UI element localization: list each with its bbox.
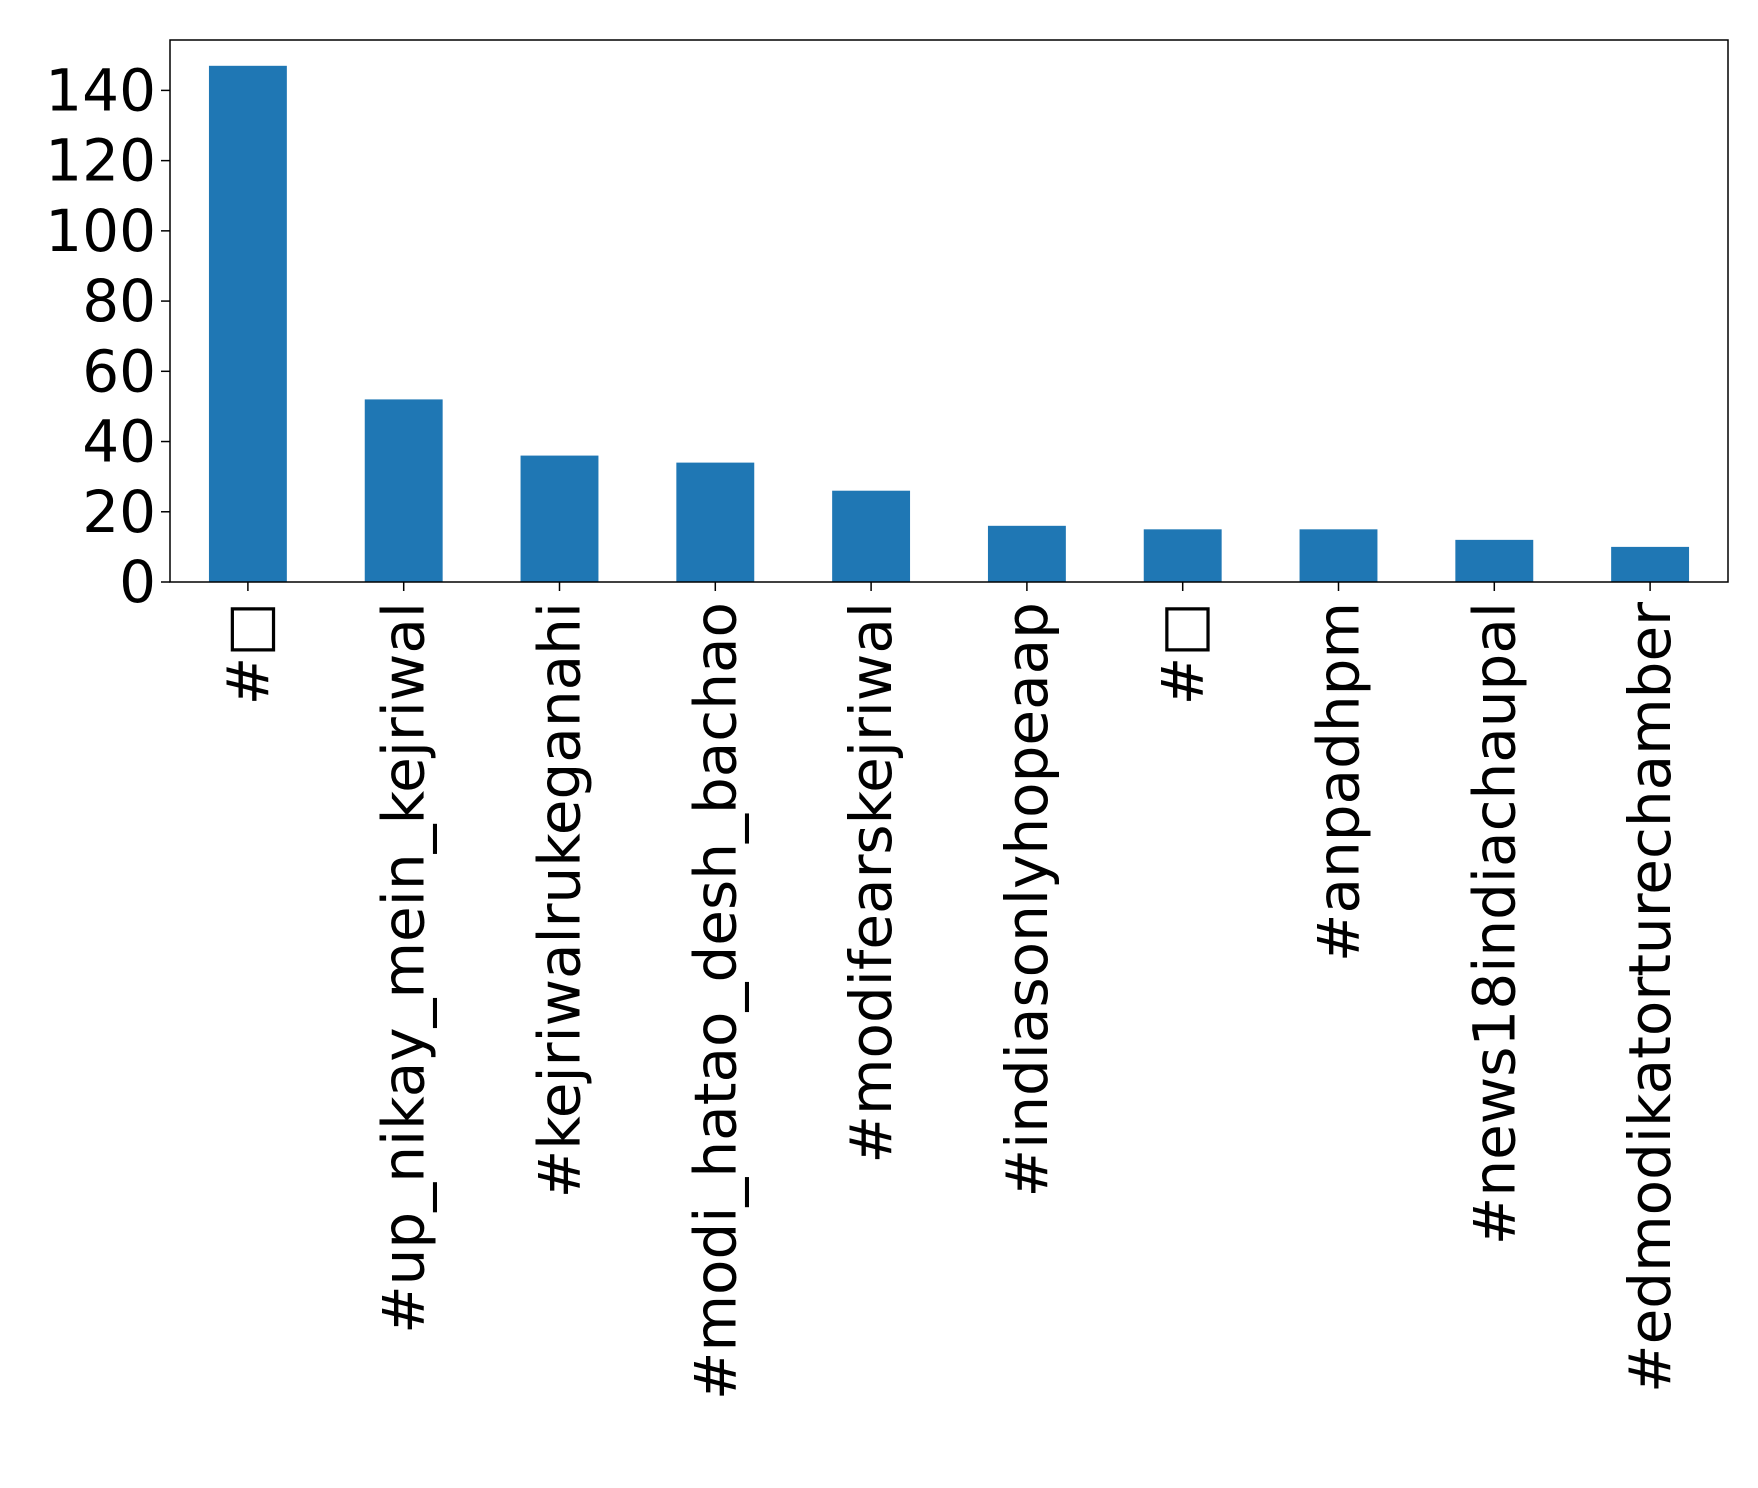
bar-2 — [520, 455, 599, 582]
x-tick-label-3: #modi_hatao_desh_bachao — [681, 602, 749, 1400]
x-tick-label-1: #up_nikay_mein_kejriwal — [370, 602, 438, 1334]
x-tick-label-8: #news18indiachaupal — [1460, 602, 1528, 1245]
bar-7 — [1299, 529, 1378, 582]
plot-frame — [169, 39, 1729, 583]
x-tick-label-9: #edmodikatorturechamber — [1616, 602, 1684, 1393]
x-tick-label-4: #modifearskejriwal — [837, 602, 905, 1164]
y-tick-label-2: 40 — [82, 408, 156, 476]
x-tick-label-5: #indiasonlyhopeaap — [993, 602, 1061, 1198]
y-tick-label-3: 60 — [82, 337, 156, 405]
y-tick-label-4: 80 — [82, 267, 156, 335]
y-tick-label-0: 0 — [119, 548, 156, 616]
bar-1 — [364, 399, 443, 582]
bar-9 — [1611, 546, 1690, 582]
x-tick-label-2: #kejriwalrukeganahi — [526, 602, 594, 1198]
y-tick-label-1: 20 — [82, 478, 156, 546]
bar-4 — [832, 490, 911, 582]
x-axis: #□ #up_nikay_mein_kejriwal #kejriwalrukega… — [214, 582, 1684, 1400]
y-tick-label-6: 120 — [45, 127, 156, 195]
bars-group — [208, 65, 1690, 583]
bar-0 — [208, 65, 287, 583]
y-tick-label-7: 140 — [45, 56, 156, 124]
x-tick-label-7: #anpadhpm — [1305, 602, 1373, 962]
bar-8 — [1455, 539, 1534, 582]
y-tick-label-5: 100 — [45, 197, 156, 265]
bar-5 — [987, 525, 1066, 582]
x-tick-label-0: #□ — [214, 602, 282, 705]
bar-3 — [676, 462, 755, 582]
x-tick-label-6: #□ — [1149, 602, 1217, 705]
bar-6 — [1143, 529, 1222, 582]
